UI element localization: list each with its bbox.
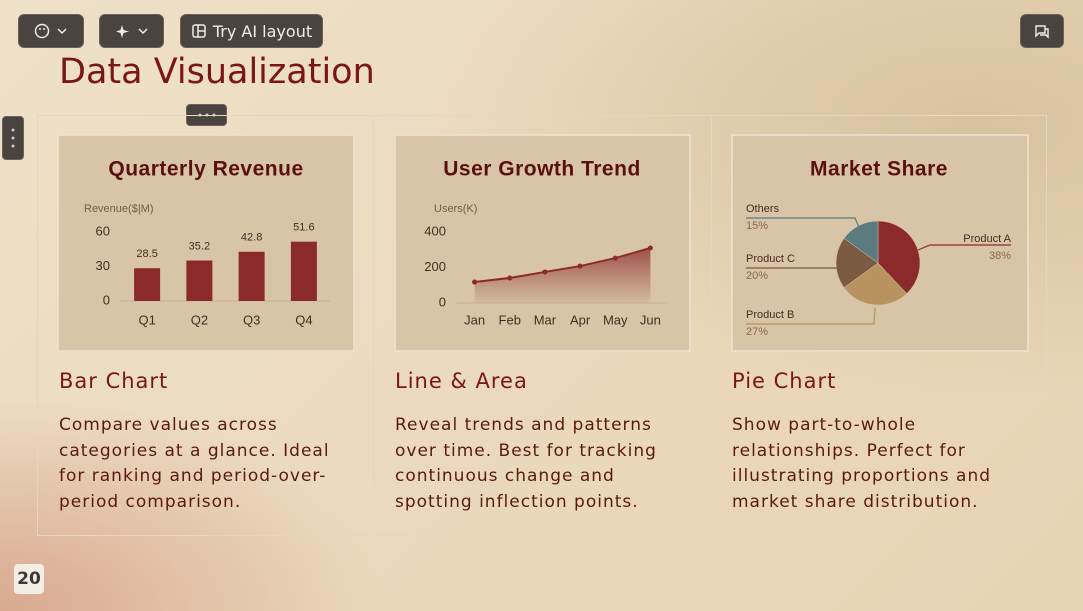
card-description: Show part-to-whole relationships. Perfec… (732, 415, 992, 512)
bar (290, 241, 317, 301)
y-tick-label: 400 (424, 223, 446, 238)
area (474, 247, 651, 303)
axis-title: Revenue($|M) (84, 203, 154, 215)
pie-value-label: 38% (989, 250, 1011, 262)
leader-line (746, 307, 876, 325)
page-number: 20 (14, 564, 44, 594)
palette-icon (34, 23, 50, 39)
dots-icon (11, 128, 15, 148)
value-label: 35.2 (189, 240, 210, 252)
pie-label: Product B (746, 309, 794, 321)
y-tick-label: 0 (103, 292, 110, 307)
ai-layout-button[interactable]: Try AI layout (180, 14, 323, 48)
drag-handle[interactable] (2, 116, 24, 160)
card-description: Reveal trends and patterns over time. Be… (395, 415, 657, 512)
x-tick-label: Q4 (295, 312, 312, 327)
chart-panel (394, 134, 691, 352)
y-tick-label: 30 (96, 258, 110, 273)
pie-label: Product C (746, 253, 795, 265)
bar (186, 260, 213, 301)
pie-slice (843, 262, 908, 306)
x-tick-label: Apr (570, 312, 591, 327)
point (542, 269, 548, 275)
x-tick-label: Q2 (191, 312, 208, 327)
sparkle-icon (115, 25, 129, 38)
x-tick-label: Jan (464, 312, 485, 327)
point (472, 279, 478, 285)
ai-button[interactable] (99, 14, 164, 48)
point (612, 255, 618, 261)
point (647, 245, 653, 251)
chevron-icon (57, 28, 67, 35)
chart-title: Quarterly Revenue (108, 158, 303, 181)
pie-label: Others (746, 203, 780, 215)
column (711, 115, 1047, 536)
point (507, 275, 513, 281)
comments-button[interactable] (1020, 14, 1064, 48)
chart-title: Market Share (810, 158, 948, 181)
slide-title: Data Visualization (59, 52, 375, 92)
axis-title: Users(K) (434, 203, 477, 215)
card-heading: Bar Chart (59, 369, 169, 393)
y-tick-label: 200 (424, 259, 446, 274)
value-label: 28.5 (136, 248, 157, 260)
x-tick-label: Q1 (138, 312, 155, 327)
card-description: Compare values across categories at a gl… (59, 415, 330, 512)
y-tick-label: 60 (96, 223, 110, 238)
chart-title: User Growth Trend (443, 158, 641, 181)
chevron-icon (137, 28, 148, 35)
pie-slice (835, 237, 879, 289)
card-heading: Line & Area (395, 369, 528, 393)
chat-icon (1035, 25, 1049, 39)
layout-icon (192, 24, 206, 38)
line (474, 247, 651, 284)
x-tick-label: Q3 (243, 312, 260, 327)
point (577, 263, 583, 269)
card-heading: Pie Chart (732, 369, 837, 393)
x-tick-label: Feb (499, 312, 521, 327)
leader-line (746, 217, 862, 233)
pie-slice (877, 220, 921, 294)
bar (134, 268, 161, 301)
x-tick-label: Mar (534, 312, 557, 327)
pie-value-label: 20% (746, 270, 768, 282)
theme-button[interactable] (18, 14, 84, 48)
pie-label: Product A (963, 233, 1011, 245)
bar (238, 251, 265, 301)
x-tick-label: May (603, 312, 628, 327)
value-label: 42.8 (241, 232, 262, 244)
x-tick-label: Jun (640, 312, 661, 327)
leader-line (917, 244, 1011, 251)
pie-slice (843, 220, 879, 264)
pie-value-label: 15% (746, 220, 768, 232)
y-tick-label: 0 (439, 294, 446, 309)
button-label: Try AI layout (212, 21, 313, 41)
value-label: 51.6 (293, 222, 314, 234)
pie-value-label: 27% (746, 326, 768, 338)
